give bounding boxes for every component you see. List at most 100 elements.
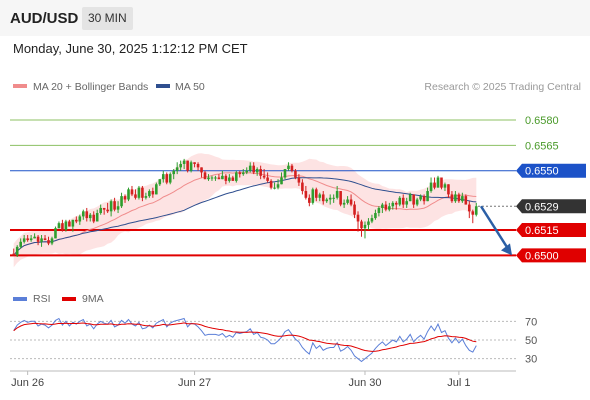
candle (245, 167, 249, 175)
candle-body (252, 165, 255, 173)
candle-body (419, 196, 422, 200)
candle-body (64, 221, 68, 230)
candle (109, 199, 113, 217)
candle-body (405, 201, 409, 205)
candle (19, 238, 22, 249)
candle (113, 197, 116, 212)
candle-body (26, 238, 29, 241)
candle-body (224, 175, 228, 181)
candle-body (151, 191, 155, 195)
candle (92, 211, 96, 224)
candle-body (325, 199, 329, 202)
bollinger-band-fill (13, 153, 477, 268)
symbol-title: AUD/USD (10, 10, 79, 27)
candle (269, 179, 273, 190)
level-label-0.6500: 0.6500 (525, 250, 559, 262)
candle-body (415, 199, 419, 205)
candle-body (106, 209, 109, 212)
candle (339, 191, 342, 207)
candle-body (391, 202, 395, 207)
candle-body (363, 224, 367, 229)
candle-body (210, 177, 214, 179)
candle-body (123, 196, 127, 200)
candle-body (179, 163, 182, 168)
candle-body (22, 238, 26, 242)
candle-body (189, 162, 193, 171)
candle (433, 177, 436, 190)
candle-body (328, 197, 332, 200)
candle (276, 179, 280, 190)
candle (321, 191, 325, 205)
candle (210, 175, 214, 181)
candle (464, 194, 468, 205)
candle-body (193, 162, 196, 164)
candle-body (175, 167, 179, 171)
candle (440, 177, 443, 190)
candle (68, 219, 71, 227)
candle-body (231, 177, 235, 181)
candle-body (241, 172, 245, 175)
candle (353, 201, 356, 219)
rsi-series-9ma (13, 322, 477, 352)
candle-body (161, 174, 165, 180)
bb-legend-label: MA 20 + Bollinger Bands (33, 81, 148, 93)
candle (207, 174, 210, 181)
candle-body (294, 170, 297, 178)
candle (78, 214, 82, 225)
candle-body (113, 201, 116, 210)
candle (370, 214, 374, 224)
candle (40, 235, 43, 247)
candle (349, 194, 353, 207)
credit-label: Research © 2025 Trading Central (424, 81, 581, 93)
candle (85, 207, 89, 222)
candle-body (238, 172, 242, 175)
candle (224, 174, 228, 185)
candle-body (29, 238, 33, 241)
candle (443, 182, 447, 192)
candle (221, 170, 224, 180)
candle-body (468, 204, 471, 212)
candle-body (168, 174, 172, 183)
candle (252, 162, 255, 175)
bollinger-bands (13, 153, 477, 268)
timeframe-badge[interactable]: 30 MIN (82, 7, 133, 30)
x-tick-label: Jul 1 (447, 377, 470, 389)
candle-body (99, 207, 102, 214)
candle (151, 187, 155, 198)
candle (325, 197, 329, 203)
candle (342, 199, 346, 208)
candle (461, 192, 464, 203)
candle (283, 169, 287, 180)
candle-body (245, 170, 249, 173)
candle (123, 194, 127, 203)
candle (280, 172, 283, 185)
current-price-label: 0.6529 (525, 201, 559, 213)
candle-body (75, 219, 78, 222)
candle-body (412, 194, 415, 205)
candle (468, 201, 471, 219)
candle-body (311, 189, 315, 203)
candle-body (377, 207, 381, 214)
candle-body (447, 184, 450, 195)
candle (106, 202, 109, 214)
candle-body (332, 197, 335, 199)
candle (255, 167, 259, 176)
candle (15, 245, 19, 258)
candle-body (259, 169, 262, 176)
candle (384, 201, 388, 212)
candle (297, 174, 301, 186)
candle (391, 201, 395, 210)
candle-body (158, 179, 162, 185)
candle (134, 189, 137, 200)
candle (311, 187, 315, 205)
candle-body (374, 213, 377, 219)
candle-body (342, 202, 346, 205)
candle-body (304, 191, 308, 198)
candle (266, 172, 269, 183)
candle-body (287, 165, 290, 170)
candle-body (394, 202, 398, 205)
level-badge-0.6550 (516, 163, 586, 178)
candle-body (318, 194, 322, 198)
candle (43, 235, 47, 241)
